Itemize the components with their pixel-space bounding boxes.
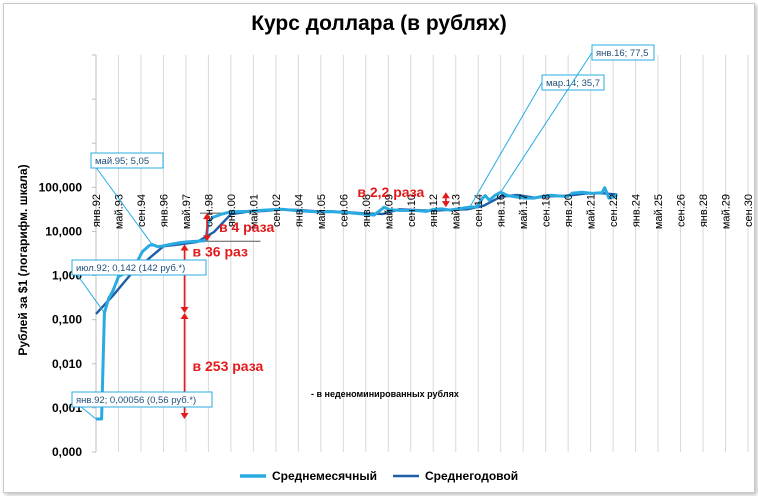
- legend: Среднемесячный Среднегодовой: [240, 469, 518, 483]
- callout-label: янв.16; 77,5: [596, 48, 648, 59]
- ratio-arrowhead: [441, 192, 450, 199]
- series-line-annual: [95, 192, 618, 315]
- callout-label: май.95; 5,05: [95, 156, 149, 167]
- x-tick-label: май.29: [721, 194, 733, 229]
- x-tick-label: янв.20: [563, 194, 575, 227]
- x-tick-label: сен.14: [473, 194, 485, 227]
- ratio-arrowhead: [441, 201, 450, 208]
- ratio-label: в 36 раз: [193, 243, 248, 259]
- x-axis: янв.92 май.93 сен.94 янв.96 май.97 сен.98 янв.…: [91, 194, 755, 229]
- x-tick-label: сен.94: [136, 194, 148, 227]
- x-tick-label: сен.26: [676, 194, 688, 227]
- ratio-label: в 4 раза: [219, 219, 274, 235]
- x-tick-label: сен.98: [203, 194, 215, 227]
- x-tick-label: сен.18: [541, 194, 553, 227]
- y-tick-label: 10,000: [45, 224, 82, 238]
- data-callouts: янв.92; 0,00056 (0,56 руб.*) июл.92; 0,14…: [71, 44, 655, 420]
- y-tick-label: 100,000: [39, 180, 83, 194]
- x-tick-label: май.13: [451, 194, 463, 229]
- x-tick-label: май.97: [181, 194, 193, 229]
- x-tick-label: янв.96: [158, 194, 170, 227]
- y-axis-label: Рублей за $1 (логарифм. шкала): [16, 164, 30, 355]
- x-tick-label: май.17: [518, 194, 530, 229]
- x-tick-label: май.93: [113, 194, 125, 229]
- legend-label: Среднегодовой: [425, 469, 518, 483]
- chart-title: Курс доллара (в рублях): [251, 12, 507, 35]
- x-tick-label: май.25: [653, 194, 665, 229]
- x-tick-label: янв.00: [226, 194, 238, 227]
- callout-box: [541, 74, 605, 91]
- x-tick-label: май.01: [248, 194, 260, 229]
- y-tick-label: 0,000: [52, 445, 82, 459]
- series-line-monthly: [96, 186, 619, 421]
- ratio-arrowhead: [180, 244, 189, 251]
- x-tick-label: янв.12: [428, 194, 440, 227]
- footnote: - в неденоминированных рублях: [311, 389, 459, 399]
- x-tick-label: янв.08: [361, 194, 373, 227]
- x-tick-label: янв.04: [293, 194, 305, 227]
- x-tick-label: сен.30: [743, 194, 755, 227]
- ratio-arrowhead: [180, 412, 189, 419]
- x-tick-label: янв.16: [496, 194, 508, 227]
- grid: [95, 55, 749, 452]
- x-tick-label: сен.06: [338, 194, 350, 227]
- legend-label: Среднемесячный: [272, 469, 377, 483]
- callout-box: [90, 152, 164, 169]
- y-tick-label: 0,100: [52, 313, 82, 327]
- series-group: [95, 186, 619, 421]
- callout-leader: [500, 52, 593, 193]
- callout-label: мар.14; 35,7: [546, 78, 600, 89]
- callout-label: июл.92; 0,142 (142 руб.*): [76, 263, 185, 274]
- y-tick-label: 0,010: [52, 357, 82, 371]
- callout-leader: [469, 82, 543, 208]
- ratio-label: в 2,2 раза: [357, 184, 424, 200]
- x-tick-label: сен.02: [271, 194, 283, 227]
- ratio-arrowhead: [180, 312, 189, 319]
- callout-leader: [90, 160, 153, 245]
- callout-box: [71, 391, 213, 408]
- x-tick-label: янв.24: [631, 194, 643, 227]
- x-tick-label: май.21: [586, 194, 598, 229]
- callout-label: янв.92; 0,00056 (0,56 руб.*): [76, 395, 196, 406]
- callout-box: [591, 44, 655, 61]
- callout-box: [71, 259, 207, 276]
- x-tick-label: май.09: [383, 194, 395, 229]
- chart-frame: [3, 3, 755, 493]
- x-tick-label: янв.28: [698, 194, 710, 227]
- x-tick-label: сен.10: [406, 194, 418, 227]
- ratio-annotations: в 253 раза в 36 раз в 4 раза в 2,2 раза: [180, 184, 450, 419]
- ratio-arrowhead: [203, 213, 212, 220]
- x-tick-label: май.05: [316, 194, 328, 229]
- x-tick-label: янв.92: [91, 194, 103, 227]
- x-tick-label: сен.22: [608, 194, 620, 227]
- ratio-arrowhead: [203, 235, 212, 242]
- ratio-label: в 253 раза: [193, 358, 264, 374]
- ratio-arrowhead: [180, 306, 189, 313]
